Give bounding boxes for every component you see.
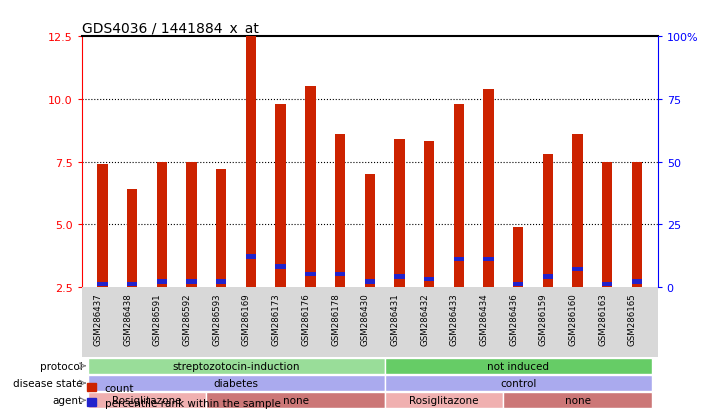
Bar	[216, 170, 227, 287]
Text: Rosiglitazone: Rosiglitazone	[410, 395, 479, 405]
FancyBboxPatch shape	[87, 358, 385, 374]
Text: GSM286592: GSM286592	[183, 293, 191, 345]
Text: GSM286160: GSM286160	[569, 293, 577, 345]
Text: GSM286593: GSM286593	[213, 293, 221, 345]
Bar	[335, 272, 346, 277]
FancyBboxPatch shape	[385, 358, 652, 374]
Text: disease state: disease state	[13, 378, 82, 388]
Bar	[424, 142, 434, 287]
Text: control: control	[500, 378, 536, 388]
Text: GSM286165: GSM286165	[628, 293, 637, 345]
Bar	[542, 275, 553, 279]
Text: GSM286163: GSM286163	[598, 293, 607, 345]
Bar	[454, 257, 464, 262]
FancyBboxPatch shape	[503, 392, 652, 408]
Text: GSM286591: GSM286591	[153, 293, 162, 345]
FancyBboxPatch shape	[206, 392, 385, 408]
Text: GDS4036 / 1441884_x_at: GDS4036 / 1441884_x_at	[82, 22, 259, 36]
Bar	[572, 135, 583, 287]
Bar	[246, 37, 256, 287]
Bar	[394, 140, 405, 287]
Bar	[602, 162, 612, 287]
Bar	[305, 87, 316, 287]
Text: none: none	[565, 395, 591, 405]
Text: GSM286176: GSM286176	[301, 293, 310, 345]
Bar	[572, 267, 583, 272]
FancyBboxPatch shape	[385, 392, 503, 408]
Text: agent: agent	[52, 395, 82, 405]
Bar	[483, 90, 493, 287]
Text: Rosiglitazone: Rosiglitazone	[112, 395, 182, 405]
Text: GSM286169: GSM286169	[242, 293, 251, 345]
Bar	[216, 280, 227, 284]
Bar	[335, 135, 346, 287]
Bar	[97, 165, 108, 287]
Text: GSM286437: GSM286437	[94, 293, 102, 345]
Bar	[156, 280, 167, 284]
Text: not induced: not induced	[487, 361, 549, 371]
Bar	[365, 280, 375, 284]
Bar	[602, 282, 612, 287]
Text: GSM286159: GSM286159	[539, 293, 548, 345]
Text: GSM286430: GSM286430	[360, 293, 370, 345]
Bar	[275, 104, 286, 287]
Text: GSM286178: GSM286178	[331, 293, 340, 345]
Bar	[365, 175, 375, 287]
Text: GSM286434: GSM286434	[479, 293, 488, 345]
Bar	[97, 282, 108, 287]
FancyBboxPatch shape	[87, 375, 385, 391]
Bar	[127, 190, 137, 287]
Text: none: none	[282, 395, 309, 405]
Bar	[631, 162, 642, 287]
Text: GSM286173: GSM286173	[272, 293, 281, 345]
Bar	[631, 280, 642, 284]
Bar	[424, 277, 434, 282]
FancyBboxPatch shape	[87, 392, 206, 408]
Bar	[186, 162, 197, 287]
Bar	[186, 280, 197, 284]
Bar	[513, 282, 523, 287]
Text: diabetes: diabetes	[213, 378, 259, 388]
Text: streptozotocin-induction: streptozotocin-induction	[172, 361, 300, 371]
Bar	[394, 275, 405, 279]
Bar	[483, 257, 493, 262]
Bar	[542, 154, 553, 287]
Bar	[305, 272, 316, 277]
Text: GSM286432: GSM286432	[420, 293, 429, 345]
Bar	[156, 162, 167, 287]
Bar	[454, 104, 464, 287]
Bar	[246, 255, 256, 259]
Text: GSM286433: GSM286433	[450, 293, 459, 345]
Legend: count, percentile rank within the sample: count, percentile rank within the sample	[87, 383, 281, 408]
FancyBboxPatch shape	[385, 375, 652, 391]
Bar	[275, 265, 286, 269]
Bar	[127, 282, 137, 287]
Text: protocol: protocol	[40, 361, 82, 371]
Text: GSM286438: GSM286438	[123, 293, 132, 345]
Bar	[513, 227, 523, 287]
Text: GSM286431: GSM286431	[390, 293, 400, 345]
Text: GSM286436: GSM286436	[509, 293, 518, 345]
